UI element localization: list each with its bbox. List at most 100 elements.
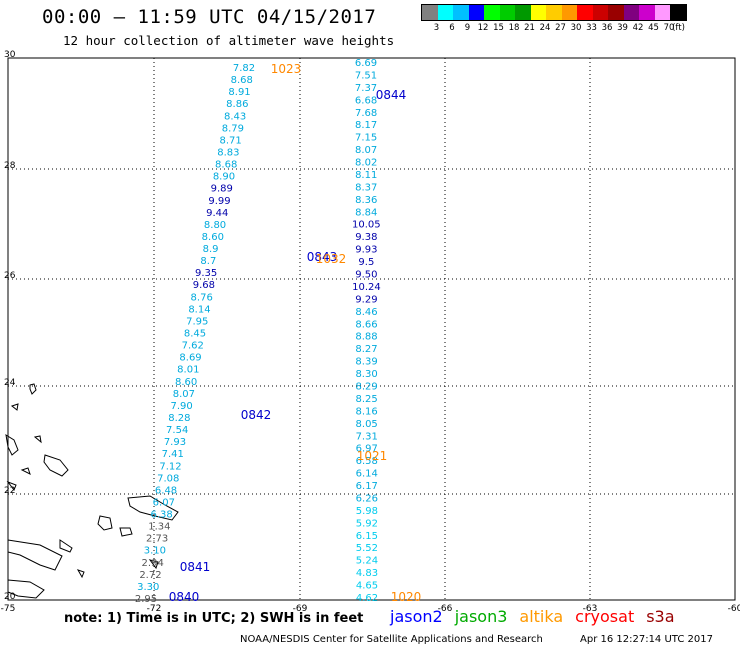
longitude-label: -75: [1, 604, 16, 614]
wave-height-value: 8.27: [355, 344, 377, 355]
wave-height-value: 2.94: [142, 558, 164, 569]
island-outline: [59, 539, 73, 553]
legend-label: 30: [570, 23, 582, 33]
legend-swatch: [561, 5, 577, 20]
wave-height-value: 8.45: [184, 329, 206, 340]
wave-height-value: 6.58: [356, 456, 378, 467]
wave-height-value: 2.72: [139, 570, 161, 581]
satellite-name: s3a: [646, 607, 675, 626]
island-outline: [6, 480, 17, 492]
wave-height-value: 8.69: [179, 353, 201, 364]
wave-height-value: 8.07: [355, 145, 377, 156]
wave-height-value: 3.10: [144, 546, 166, 557]
wave-height-value: 8.79: [222, 123, 244, 134]
pass-time-label: 1020: [391, 590, 422, 604]
wave-height-value: 7.08: [157, 473, 179, 484]
longitude-label: -66: [438, 604, 453, 614]
satellite-name: altika: [519, 607, 564, 626]
page-title: 00:00 – 11:59 UTC 04/15/2017: [42, 6, 377, 28]
wave-height-value: 8.16: [356, 406, 378, 417]
wave-height-value: 5.92: [356, 518, 378, 529]
wave-height-value: 8.07: [173, 389, 195, 400]
legend-swatch: [670, 5, 686, 20]
legend-label: 24: [539, 23, 551, 33]
wave-height-value: 8.30: [355, 369, 377, 380]
legend-label: 6: [449, 23, 455, 33]
wave-height-value: 6.14: [356, 469, 378, 480]
legend-label: 39: [617, 23, 628, 33]
wave-height-value: 8.84: [355, 207, 377, 218]
wave-height-value: 2.95: [135, 594, 157, 605]
wave-height-value: 6.38: [150, 510, 172, 521]
wave-height-value: 6.07: [153, 497, 175, 508]
wave-height-value: 8.76: [191, 292, 213, 303]
wave-height-value: 1.34: [148, 522, 170, 533]
legend-swatch: [608, 5, 624, 20]
wave-height-value: 8.36: [355, 195, 377, 206]
wave-height-value: 8.60: [202, 232, 224, 243]
latitude-label: 24: [4, 378, 16, 388]
legend-label: 18: [508, 23, 520, 33]
wave-height-value: 5.98: [356, 506, 378, 517]
island-outline: [119, 527, 133, 537]
wave-height-value: 7.41: [162, 449, 184, 460]
wave-height-value: 2.73: [146, 534, 168, 545]
pass-time-label: 0841: [180, 560, 211, 574]
wave-height-value: 5.52: [356, 543, 378, 554]
generated-timestamp: Apr 16 12:27:14 UTC 2017: [580, 634, 713, 645]
island-outline: [148, 559, 159, 570]
altimeter-track-b: 6.697.51 7.376.68 7.688.17 7.158.07 8.028.11…: [307, 58, 422, 604]
wave-height-value: 6.15: [356, 531, 378, 542]
wave-height-value: 8.86: [226, 99, 248, 110]
legend-swatch: [484, 5, 500, 20]
island-outline: [7, 579, 45, 599]
island-outline: [43, 454, 69, 477]
axis-labels: -75 -72 -69 -66 -63 -60 30 28 26 24 22 20: [1, 50, 740, 614]
legend-label: 9: [464, 23, 471, 33]
latitude-label: 26: [4, 271, 16, 281]
wave-height-value: 4.65: [356, 581, 378, 592]
legend-label: (ft): [672, 23, 685, 33]
legend-swatch: [546, 5, 562, 20]
legend-label: 42: [632, 23, 644, 33]
legend-swatch: [468, 5, 484, 20]
legend-label: 12: [477, 23, 489, 33]
wave-height-value: 8.11: [355, 170, 377, 181]
wave-height-value: 7.68: [355, 108, 377, 119]
wave-height-value: 6.48: [155, 485, 177, 496]
wave-height-value: 8.68: [215, 160, 237, 171]
island-outline: [97, 515, 113, 531]
island-outline: [29, 383, 37, 395]
wave-height-value: 7.82: [233, 63, 255, 74]
wave-height-value: 8.37: [355, 182, 377, 193]
legend-swatch: [654, 5, 670, 20]
pass-time-label: 1021: [357, 449, 388, 463]
wave-height-value: 8.83: [217, 147, 239, 158]
legend-color-scale: [421, 4, 687, 21]
wave-height-value: 8.68: [231, 75, 253, 86]
wave-height-value: 9.44: [206, 208, 228, 219]
legend-swatch: [639, 5, 655, 20]
wave-height-value: 7.93: [164, 437, 186, 448]
legend-label: 27: [555, 23, 566, 33]
wave-height-value: 7.95: [186, 316, 208, 327]
legend-label: 33: [586, 23, 597, 33]
map-frame: [7, 57, 736, 601]
wave-height-value: 7.37: [355, 83, 377, 94]
wave-height-value: 8.39: [355, 357, 377, 368]
longitude-label: -63: [583, 604, 598, 614]
latitude-label: 20: [4, 592, 16, 602]
wave-height-value: 8.7: [200, 256, 216, 267]
wave-height-value: 9.50: [355, 270, 377, 281]
page-subtitle: 12 hour collection of altimeter wave hei…: [63, 33, 395, 48]
satellite-name: jason2: [390, 607, 443, 626]
color-legend: 3 6 9 12 15 18 21 24 27 30 33 36 39 42 45 70 (ft): [421, 4, 687, 35]
wave-height-value: 9.5: [358, 257, 374, 268]
wave-height-value: 8.28: [168, 413, 190, 424]
pass-time-label: 1032: [316, 252, 347, 266]
wave-height-value: 8.25: [355, 394, 377, 405]
legend-label: 3: [433, 23, 440, 33]
satellite-name: jason3: [454, 607, 508, 626]
wave-height-value: 8.43: [224, 111, 246, 122]
